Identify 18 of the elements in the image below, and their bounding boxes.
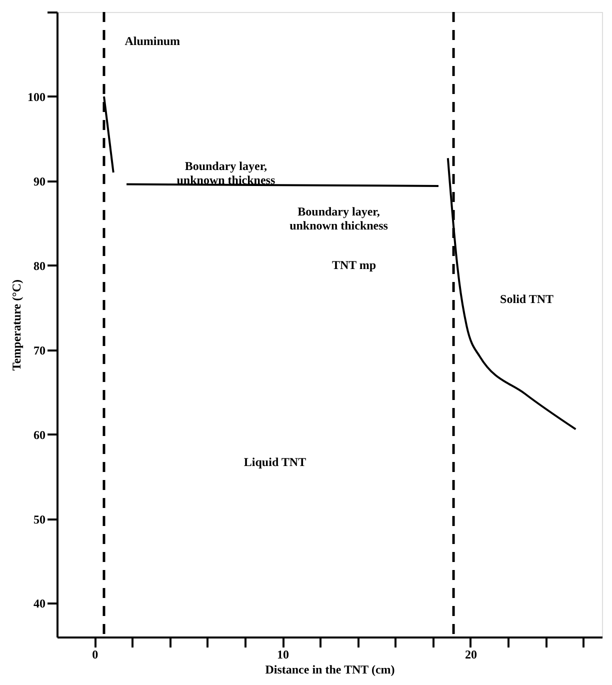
x-tick-label: 0 [92, 648, 98, 662]
y-tick-label: 40 [34, 596, 46, 611]
annotation: Liquid TNT [244, 455, 306, 469]
y-tick-label: 50 [34, 512, 46, 526]
y-tick-label: 100 [28, 90, 46, 104]
y-tick-label: 80 [34, 258, 46, 273]
y-tick-label: 90 [34, 174, 46, 188]
annotation: Boundary layer, unknown thickness [290, 204, 388, 232]
y-tick-label: 60 [34, 428, 46, 442]
annotation: Boundary layer, unknown thickness [176, 158, 276, 187]
x-tick-label: 10 [277, 648, 290, 662]
x-axis-title: Distance in the TNT (cm) [265, 662, 395, 676]
y-tick-label: 70 [34, 343, 46, 358]
annotation: Aluminum [124, 34, 180, 48]
x-tick-label: 20 [464, 648, 477, 662]
annotation: TNT mp [332, 258, 376, 272]
annotation: Solid TNT [500, 292, 554, 306]
y-axis-title: Temperature (°C) [10, 279, 24, 371]
